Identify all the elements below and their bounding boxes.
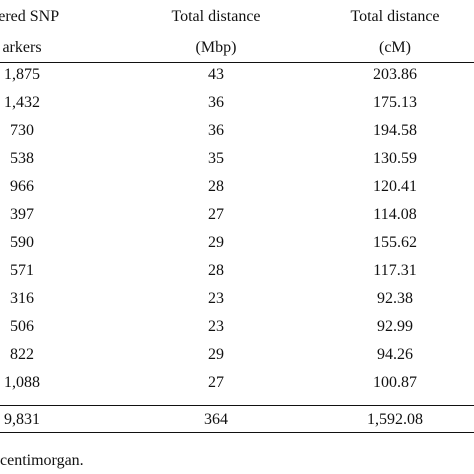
markers-cell: 822 <box>10 346 34 363</box>
markers-cell: 1,875 <box>4 66 40 83</box>
footnote: centimorgan. <box>0 452 84 469</box>
markers-cell: 397 <box>10 206 34 223</box>
table-row: 506 23 92.99 <box>0 318 474 336</box>
cm-cell: 94.26 <box>377 346 413 363</box>
cm-cell: 92.38 <box>377 290 413 307</box>
header-markers-line1: iltered SNP <box>0 8 60 25</box>
cm-cell: 120.41 <box>373 178 417 195</box>
table-row: 538 35 130.59 <box>0 150 474 168</box>
header-cm-line2: (cM) <box>379 39 411 56</box>
total-mbp-cell: 364 <box>204 411 228 428</box>
mbp-cell: 23 <box>208 290 224 307</box>
mbp-cell: 35 <box>208 150 224 167</box>
markers-cell: 316 <box>10 290 34 307</box>
mbp-cell: 29 <box>208 346 224 363</box>
mbp-cell: 23 <box>208 318 224 335</box>
cm-cell: 117.31 <box>373 262 417 279</box>
header-cm-line1: Total distance <box>350 8 440 25</box>
mbp-cell: 36 <box>208 122 224 139</box>
header-divider <box>0 62 474 63</box>
markers-cell: 1,432 <box>4 94 40 111</box>
mbp-cell: 43 <box>208 66 224 83</box>
table-row: 1,088 27 100.87 <box>0 374 474 392</box>
cm-cell: 92.99 <box>377 318 413 335</box>
markers-cell: 538 <box>10 150 34 167</box>
table-row: 730 36 194.58 <box>0 122 474 140</box>
markers-cell: 590 <box>10 234 34 251</box>
markers-cell: 1,088 <box>4 374 40 391</box>
total-markers-cell: 9,831 <box>4 411 40 428</box>
markers-cell: 730 <box>10 122 34 139</box>
cm-cell: 114.08 <box>373 206 417 223</box>
mbp-cell: 28 <box>208 178 224 195</box>
mbp-cell: 27 <box>208 206 224 223</box>
header-markers-line2: arkers <box>2 39 42 56</box>
total-divider-bottom <box>0 432 474 433</box>
mbp-cell: 29 <box>208 234 224 251</box>
table-row: 822 29 94.26 <box>0 346 474 364</box>
mbp-cell: 27 <box>208 374 224 391</box>
mbp-cell: 36 <box>208 94 224 111</box>
markers-cell: 966 <box>10 178 34 195</box>
cm-cell: 175.13 <box>373 94 417 111</box>
cm-cell: 155.62 <box>373 234 417 251</box>
total-row: 9,831 364 1,592.08 <box>0 411 474 429</box>
table-row: 590 29 155.62 <box>0 234 474 252</box>
markers-cell: 571 <box>10 262 34 279</box>
table-row: 966 28 120.41 <box>0 178 474 196</box>
table-row: 1,432 36 175.13 <box>0 94 474 112</box>
cm-cell: 100.87 <box>373 374 417 391</box>
total-divider-top <box>0 405 474 406</box>
header-mbp-line2: (Mbp) <box>195 39 237 56</box>
table-row: 571 28 117.31 <box>0 262 474 280</box>
header-mbp-line1: Total distance <box>171 8 261 25</box>
table-row: 397 27 114.08 <box>0 206 474 224</box>
table-row: 1,875 43 203.86 <box>0 66 474 84</box>
cm-cell: 203.86 <box>373 66 417 83</box>
mbp-cell: 28 <box>208 262 224 279</box>
markers-cell: 506 <box>10 318 34 335</box>
table-row: 316 23 92.38 <box>0 290 474 308</box>
cm-cell: 194.58 <box>373 122 417 139</box>
total-cm-cell: 1,592.08 <box>367 411 423 428</box>
cm-cell: 130.59 <box>373 150 417 167</box>
